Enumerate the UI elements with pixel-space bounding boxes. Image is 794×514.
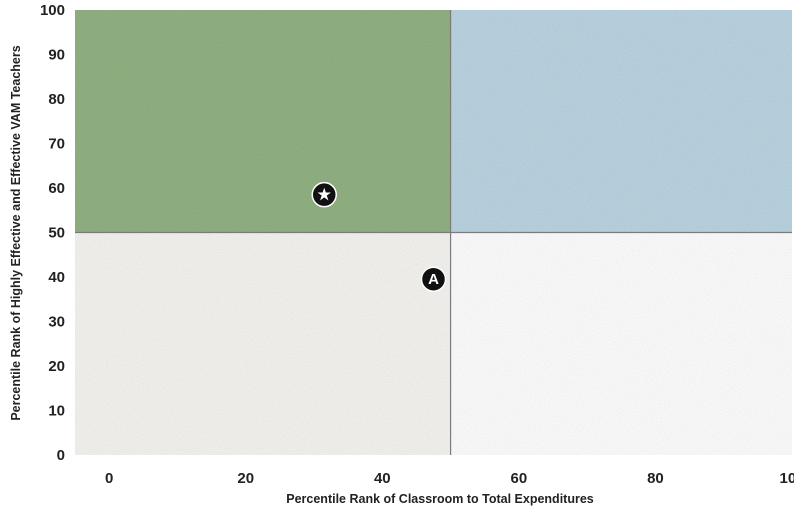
quadrant-dividers — [75, 10, 792, 455]
quadrant-3 — [450, 232, 792, 455]
y-tick-label: 50 — [48, 225, 65, 242]
x-tick-label: 20 — [237, 470, 254, 487]
x-tick-label: 60 — [511, 470, 528, 487]
data-point: A — [420, 266, 447, 292]
y-tick-label: 40 — [48, 269, 65, 286]
y-tick-label: 10 — [48, 403, 65, 420]
y-axis-label: Percentile Rank of Highly Effective and … — [9, 45, 23, 420]
quadrant-1 — [450, 10, 792, 233]
y-axis-ticks: 0 10 20 30 40 50 60 70 80 90 100 — [40, 2, 65, 464]
x-axis-ticks: 0 20 40 60 80 100 — [105, 470, 794, 487]
y-tick-label: 20 — [48, 358, 65, 375]
point-marker — [311, 181, 337, 208]
y-tick-label: 60 — [48, 180, 65, 197]
point-marker — [420, 266, 447, 292]
y-tick-label: 30 — [48, 314, 65, 331]
point-label: A — [428, 271, 439, 288]
data-points: ★A — [311, 181, 447, 292]
y-tick-label: 70 — [48, 136, 65, 153]
quadrant-backgrounds — [75, 10, 792, 455]
y-tick-label: 100 — [40, 2, 65, 19]
x-axis-label: Percentile Rank of Classroom to Total Ex… — [286, 492, 594, 506]
quadrant-2 — [75, 232, 451, 455]
x-tick-label: 0 — [105, 470, 113, 487]
point-label: ★ — [318, 187, 332, 204]
quadrant-0 — [75, 10, 451, 233]
x-tick-label: 40 — [374, 470, 391, 487]
x-tick-label: 100 — [779, 470, 794, 487]
y-tick-label: 0 — [57, 447, 65, 464]
data-point: ★ — [311, 181, 337, 208]
x-tick-label: 80 — [647, 470, 664, 487]
y-tick-label: 80 — [48, 91, 65, 108]
y-tick-label: 90 — [48, 47, 65, 64]
